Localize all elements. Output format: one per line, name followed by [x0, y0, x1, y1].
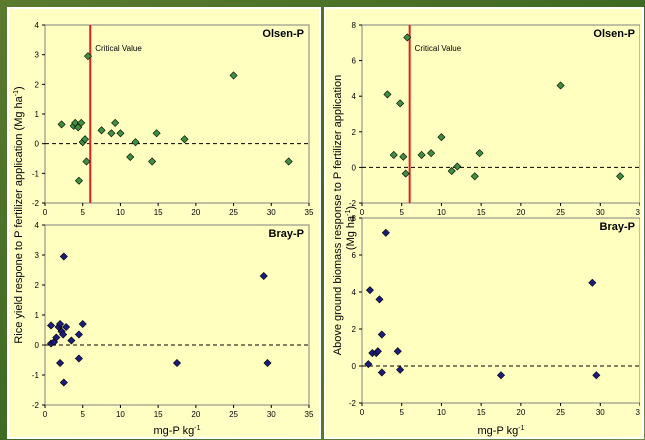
x-tick-label: 0	[360, 408, 365, 417]
x-tick-label: 25	[556, 408, 565, 417]
y-tick-label: -2	[349, 199, 357, 208]
y-tick-label: 1	[35, 311, 40, 320]
y-tick-label: 2	[352, 325, 357, 334]
x-tick-label: 10	[116, 208, 125, 217]
x-tick-label: 5	[399, 408, 404, 417]
label-sup: -1	[518, 425, 524, 432]
label-text: Rice yield respone to P fertilizer appli…	[13, 95, 25, 343]
critical-label: Critical Value	[415, 44, 462, 53]
x-tick-label: 20	[516, 208, 525, 217]
x-tick-label: 0	[43, 410, 48, 419]
chart-title: Bray-P	[269, 228, 304, 240]
x-tick-label: 5	[80, 410, 85, 419]
y-tick-label: 0	[35, 140, 40, 149]
x-tick-label: 30	[267, 208, 276, 217]
y-tick-label: -2	[349, 399, 357, 408]
x-axis-label: mg-P kg-1	[154, 425, 201, 437]
x-tick-label: 0	[43, 208, 48, 217]
label-text: )	[13, 86, 25, 90]
y-tick-label: 4	[352, 288, 357, 297]
y-tick-label: 8	[352, 21, 357, 30]
x-axis-label: mg-P kg-1	[478, 425, 525, 437]
plot-area	[362, 25, 640, 203]
y-tick-label: 6	[352, 57, 357, 66]
x-tick-label: 30	[596, 408, 605, 417]
x-tick-label: 5	[399, 208, 404, 217]
chart-title: Olsen-P	[593, 28, 635, 40]
chart-title: Bray-P	[600, 221, 635, 233]
y-tick-label: 2	[352, 128, 357, 137]
y-tick-label: 2	[35, 281, 40, 290]
y-tick-label: 0	[352, 163, 357, 172]
x-tick-label: 0	[360, 208, 365, 217]
y-tick-label: -1	[32, 371, 40, 380]
y-tick-label: -1	[32, 169, 40, 178]
x-tick-label: 10	[116, 410, 125, 419]
y-tick-label: 1	[35, 110, 40, 119]
x-tick-label: 35	[305, 410, 314, 419]
y-tick-label: 8	[352, 214, 357, 223]
x-tick-label: 15	[154, 410, 163, 419]
x-tick-label: 35	[305, 208, 314, 217]
y-tick-label: 4	[352, 92, 357, 101]
x-tick-label: 20	[191, 208, 200, 217]
x-tick-label: 20	[516, 408, 525, 417]
x-tick-label: 30	[596, 208, 605, 217]
y-tick-label: 0	[35, 341, 40, 350]
chart-title: Olsen-P	[262, 28, 304, 40]
y-tick-label: 4	[35, 221, 40, 230]
x-tick-label: 5	[80, 208, 85, 217]
x-tick-label: 30	[267, 410, 276, 419]
y-axis-label: Above ground biomass response to P ferti…	[332, 75, 344, 355]
plot-area	[45, 25, 309, 203]
y-tick-label: 3	[35, 251, 40, 260]
x-tick-label: 15	[477, 208, 486, 217]
y-tick-label: 3	[35, 51, 40, 60]
x-tick-label: 25	[229, 410, 238, 419]
x-tick-label: 25	[229, 208, 238, 217]
figure: Rice yield respone to P fertilizer appli…	[0, 0, 645, 440]
plot-area	[45, 225, 309, 405]
y-tick-label: 2	[35, 80, 40, 89]
x-tick-label: 15	[154, 208, 163, 217]
x-tick-label: 10	[437, 408, 446, 417]
y-tick-label: 6	[352, 251, 357, 260]
label-text: Above ground biomass response to P ferti…	[332, 75, 344, 355]
y-axis-label: Rice yield respone to P fertilizer appli…	[13, 86, 25, 343]
x-tick-label: 10	[437, 208, 446, 217]
critical-label: Critical Value	[95, 44, 142, 53]
y-tick-label: -2	[32, 199, 40, 208]
y-tick-label: -2	[32, 401, 40, 410]
x-tick-label: 25	[556, 208, 565, 217]
x-tick-label: 15	[477, 408, 486, 417]
y-tick-label: 4	[35, 21, 40, 30]
label-text: mg-P kg	[154, 425, 195, 437]
y-tick-label: 0	[352, 362, 357, 371]
label-text: mg-P kg	[478, 425, 519, 437]
x-tick-label: 20	[191, 410, 200, 419]
label-sup: -1	[194, 425, 200, 432]
